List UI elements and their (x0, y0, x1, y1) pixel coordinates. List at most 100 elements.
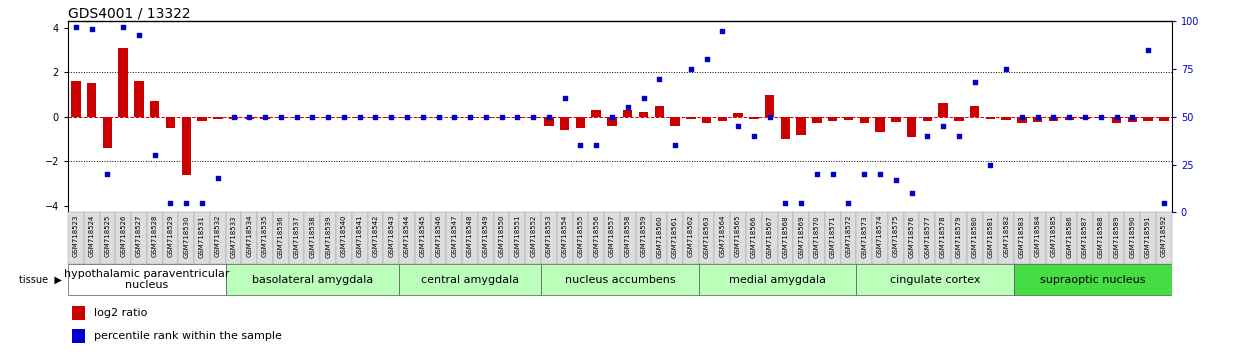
Bar (985, 117, 995, 119)
Bar (922, 117, 932, 121)
Bar (245, 117, 255, 119)
Text: GSM718586: GSM718586 (1067, 215, 1073, 258)
Text: GSM718581: GSM718581 (988, 215, 994, 258)
Text: GSM718558: GSM718558 (624, 215, 630, 257)
Bar (324, 117, 332, 118)
Bar (777, 212, 794, 264)
Bar (747, 212, 761, 264)
Text: GSM718530: GSM718530 (183, 215, 189, 258)
Bar (857, 212, 873, 264)
Bar (355, 117, 365, 118)
Text: supraoptic nucleus: supraoptic nucleus (1041, 275, 1146, 285)
Point (791, 200, 811, 206)
Bar (887, 212, 904, 264)
Text: GSM718572: GSM718572 (845, 215, 852, 257)
Text: GSM718564: GSM718564 (719, 215, 726, 257)
Bar (1093, 212, 1109, 264)
Point (271, 114, 290, 120)
Point (870, 171, 890, 177)
Bar (651, 212, 667, 264)
Bar (796, 117, 806, 135)
Bar (493, 212, 509, 264)
Point (665, 143, 685, 148)
Bar (289, 212, 304, 264)
Text: GSM718556: GSM718556 (593, 215, 599, 257)
Bar (150, 101, 159, 117)
Point (161, 200, 180, 206)
Bar (541, 212, 556, 264)
Text: GSM718566: GSM718566 (751, 215, 756, 258)
Bar (415, 212, 430, 264)
Text: GSM718577: GSM718577 (925, 215, 931, 258)
Point (980, 162, 1000, 167)
Text: GSM718543: GSM718543 (388, 215, 394, 257)
Point (823, 171, 843, 177)
Point (192, 200, 211, 206)
Point (744, 133, 764, 139)
Point (240, 114, 260, 120)
Bar (1159, 117, 1168, 121)
Text: GSM718587: GSM718587 (1082, 215, 1088, 258)
Text: hypothalamic paraventricular
nucleus: hypothalamic paraventricular nucleus (64, 269, 230, 291)
Text: percentile rank within the sample: percentile rank within the sample (94, 331, 282, 341)
Point (145, 152, 164, 158)
Bar (513, 117, 522, 118)
Text: GSM718590: GSM718590 (1130, 215, 1136, 258)
Bar (213, 117, 222, 119)
Bar (1046, 212, 1062, 264)
Bar (686, 117, 696, 119)
Text: GSM718559: GSM718559 (640, 215, 646, 257)
Point (98, 171, 117, 177)
Point (303, 114, 323, 120)
Bar (1014, 212, 1030, 264)
Bar (434, 117, 444, 118)
Text: GSM718574: GSM718574 (878, 215, 883, 257)
Bar (576, 117, 585, 128)
Bar (147, 212, 163, 264)
Bar (241, 212, 257, 264)
Bar (639, 112, 648, 117)
Bar (812, 117, 822, 124)
Bar (198, 117, 206, 121)
Text: GSM718567: GSM718567 (766, 215, 772, 258)
Bar (635, 212, 651, 264)
Text: tissue  ▶: tissue ▶ (19, 275, 62, 285)
Bar (194, 212, 210, 264)
Bar (983, 212, 999, 264)
Bar (418, 117, 428, 118)
Bar (698, 264, 857, 295)
Bar (891, 117, 901, 122)
Text: GSM718524: GSM718524 (89, 215, 95, 257)
Text: GSM718563: GSM718563 (703, 215, 709, 258)
Bar (824, 212, 840, 264)
Text: GSM718545: GSM718545 (420, 215, 425, 257)
Bar (1062, 212, 1077, 264)
Point (82, 26, 101, 32)
Point (224, 114, 243, 120)
Text: GSM718570: GSM718570 (815, 215, 819, 258)
Bar (1112, 117, 1121, 124)
Bar (857, 264, 1014, 295)
Bar (478, 212, 493, 264)
Bar (166, 117, 176, 128)
Text: GSM718592: GSM718592 (1161, 215, 1167, 257)
Bar (684, 212, 698, 264)
Bar (273, 212, 289, 264)
Point (949, 133, 969, 139)
Text: GSM718569: GSM718569 (798, 215, 805, 258)
Point (397, 114, 417, 120)
Bar (781, 117, 790, 139)
Bar (1014, 264, 1172, 295)
Text: GSM718589: GSM718589 (1114, 215, 1120, 258)
Text: GSM718560: GSM718560 (656, 215, 662, 258)
Point (177, 200, 197, 206)
Bar (399, 264, 541, 295)
Text: GSM718533: GSM718533 (231, 215, 236, 258)
Bar (873, 212, 887, 264)
Text: GSM718546: GSM718546 (435, 215, 441, 257)
Point (255, 114, 274, 120)
Bar (462, 212, 478, 264)
Point (917, 133, 937, 139)
Bar (698, 212, 714, 264)
Text: GSM718576: GSM718576 (908, 215, 915, 258)
